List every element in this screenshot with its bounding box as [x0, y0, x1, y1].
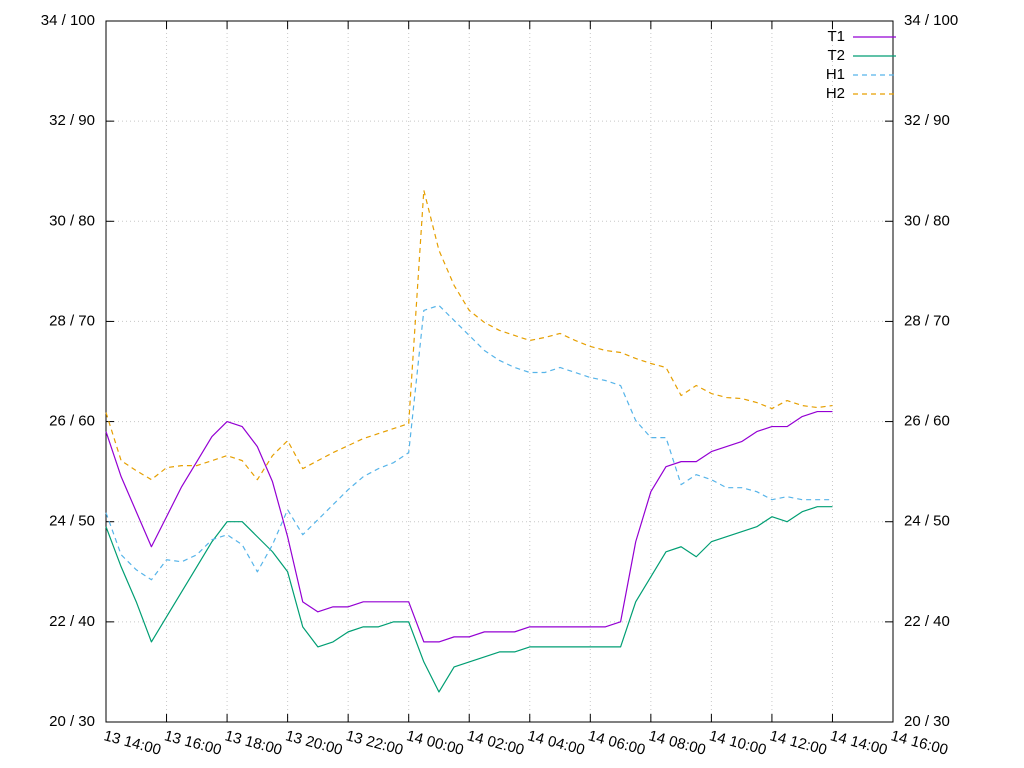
y-tick-label: 30 / 80 — [49, 212, 95, 229]
y2-tick-label: 34 / 100 — [904, 12, 958, 29]
y2-tick-label: 26 / 60 — [904, 413, 950, 430]
y-tick-label: 34 / 100 — [41, 12, 95, 29]
y2-tick-label: 28 / 70 — [904, 312, 950, 329]
plot-frame — [105, 20, 894, 723]
y-tick-label: 32 / 90 — [49, 112, 95, 129]
series-line — [105, 410, 833, 643]
legend-label: T1 — [827, 28, 845, 45]
y2-tick-label: 24 / 50 — [904, 513, 950, 530]
y2-tick-label: 22 / 40 — [904, 613, 950, 630]
y-tick-label: 22 / 40 — [49, 613, 95, 630]
legend-label: H1 — [826, 66, 845, 83]
y2-tick-label: 20 / 30 — [904, 713, 950, 730]
series-line — [105, 189, 833, 481]
y2-tick-label: 30 / 80 — [904, 212, 950, 229]
y-tick-label: 26 / 60 — [49, 413, 95, 430]
y-tick-label: 20 / 30 — [49, 713, 95, 730]
y-tick-label: 24 / 50 — [49, 513, 95, 530]
y-tick-label: 28 / 70 — [49, 312, 95, 329]
y2-tick-label: 32 / 90 — [904, 112, 950, 129]
legend-label: T2 — [827, 47, 845, 64]
legend-label: H2 — [826, 85, 845, 102]
series-line — [105, 506, 833, 693]
